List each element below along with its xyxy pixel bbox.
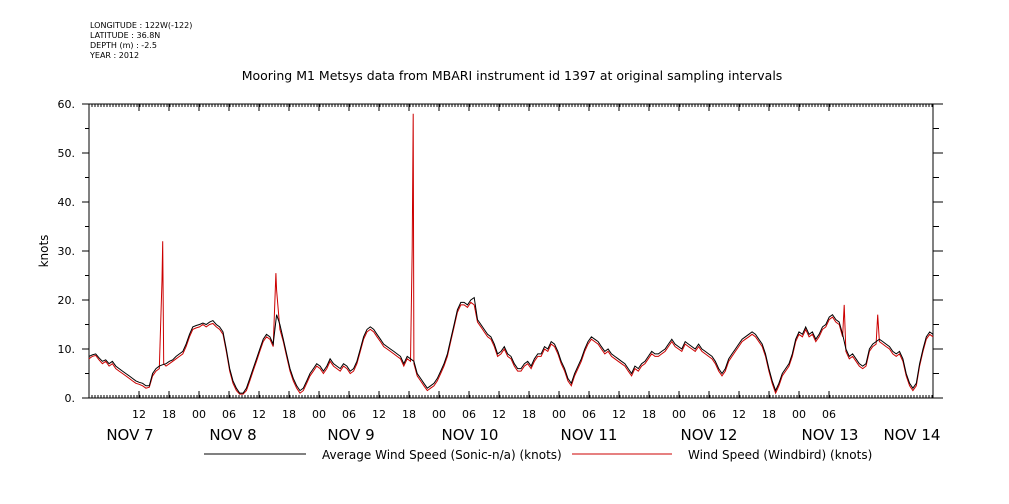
x-tick-label: 06 xyxy=(462,408,476,421)
depth-label: DEPTH (m) : -2.5 xyxy=(90,41,157,50)
x-tick-label: 00 xyxy=(432,408,446,421)
x-tick-label: 18 xyxy=(402,408,416,421)
y-tick-label: 20. xyxy=(58,294,76,307)
day-label: NOV 14 xyxy=(884,426,941,444)
x-tick-label: 12 xyxy=(132,408,146,421)
day-label: NOV 11 xyxy=(561,426,618,444)
x-tick-label: 12 xyxy=(492,408,506,421)
axis-ticks xyxy=(82,103,943,399)
x-tick-label: 00 xyxy=(672,408,686,421)
metadata-block: LONGITUDE : 122W(-122) LATITUDE : 36.8N … xyxy=(90,21,192,61)
series-line-sonic-average xyxy=(88,296,934,394)
y-tick-label: 40. xyxy=(58,196,76,209)
day-label: NOV 9 xyxy=(327,426,374,444)
x-tick-label: 18 xyxy=(522,408,536,421)
y-tick-label: 30. xyxy=(58,245,76,258)
plot-area-frame xyxy=(88,103,934,399)
chart-title: Mooring M1 Metsys data from MBARI instru… xyxy=(242,68,783,83)
day-labels: NOV 7 NOV 8 NOV 9 NOV 10 NOV 11 NOV 12 NOV 13 N… xyxy=(106,426,940,444)
day-label: NOV 12 xyxy=(681,426,738,444)
day-label: NOV 7 xyxy=(106,426,153,444)
x-tick-label: 06 xyxy=(702,408,716,421)
longitude-label: LONGITUDE : 122W(-122) xyxy=(90,21,193,30)
day-label: NOV 8 xyxy=(209,426,256,444)
x-tick-label: 06 xyxy=(582,408,596,421)
x-tick-label: 18 xyxy=(762,408,776,421)
y-tick-labels: 0. 10. 20. 30. 40. 50. 60. xyxy=(58,98,76,405)
x-tick-label: 06 xyxy=(822,408,836,421)
y-axis-label: knots xyxy=(37,235,51,268)
x-tick-label: 06 xyxy=(342,408,356,421)
x-tick-label: 00 xyxy=(792,408,806,421)
x-tick-label: 18 xyxy=(642,408,656,421)
x-tick-label: 00 xyxy=(312,408,326,421)
latitude-label: LATITUDE : 36.8N xyxy=(90,31,161,40)
y-tick-label: 60. xyxy=(58,98,76,111)
series-line-windbird xyxy=(88,113,934,395)
x-tick-label: 12 xyxy=(612,408,626,421)
y-tick-label: 10. xyxy=(58,343,76,356)
day-label: NOV 10 xyxy=(442,426,499,444)
x-tick-label: 00 xyxy=(552,408,566,421)
x-tick-label: 12 xyxy=(732,408,746,421)
legend-label-sonic: Average Wind Speed (Sonic-n/a) (knots) xyxy=(322,448,562,462)
x-tick-label: 12 xyxy=(252,408,266,421)
year-label: YEAR : 2012 xyxy=(90,51,140,60)
x-tick-label: 12 xyxy=(372,408,386,421)
day-label: NOV 13 xyxy=(802,426,859,444)
x-tick-label: 18 xyxy=(282,408,296,421)
x-tick-label: 00 xyxy=(192,408,206,421)
y-tick-label: 0. xyxy=(65,392,76,405)
x-tick-labels: 12 18 00 06 12 18 00 06 12 18 00 06 12 18 00 06 12 18 00 06… xyxy=(132,408,836,421)
legend: Average Wind Speed (Sonic-n/a) (knots) W… xyxy=(204,448,872,462)
x-tick-label: 06 xyxy=(222,408,236,421)
y-tick-label: 50. xyxy=(58,147,76,160)
x-tick-label: 18 xyxy=(162,408,176,421)
legend-label-windbird: Wind Speed (Windbird) (knots) xyxy=(688,448,872,462)
